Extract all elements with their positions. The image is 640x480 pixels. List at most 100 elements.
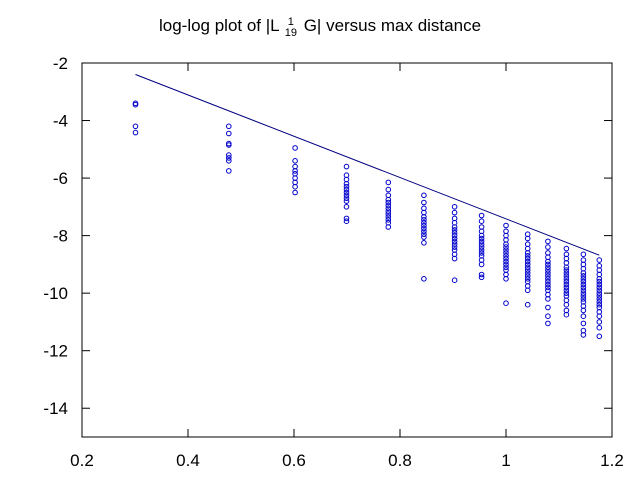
- data-point: [343, 163, 350, 170]
- data-point: [596, 257, 603, 263]
- axis-tick-labels: 0.2 0.4 0.6 0.8 1 1.2 -2 -4 -6 -8 -10 -12 -14: [43, 54, 623, 470]
- data-point: [451, 238, 458, 245]
- data-point: [226, 155, 232, 161]
- data-point: [385, 208, 392, 214]
- data-point: [385, 186, 392, 193]
- data-point: [580, 270, 587, 276]
- chart-title: log-log plot of |L 1 19 G| versus max dis…: [0, 16, 640, 39]
- data-point: [580, 320, 587, 327]
- data-point: [563, 278, 570, 285]
- data-point: [580, 290, 587, 297]
- x-tick-label: 0.4: [176, 451, 200, 470]
- data-point: [226, 130, 232, 137]
- data-point: [226, 152, 232, 158]
- data-point: [596, 299, 603, 305]
- data-point: [503, 276, 509, 282]
- x-tick-label: 0.6: [282, 451, 306, 470]
- chart-title-fraction: 1 19: [285, 17, 297, 39]
- data-point: [503, 250, 509, 256]
- data-point: [343, 198, 350, 204]
- y-tick-label: -2: [53, 54, 68, 73]
- x-tick-label: 1.2: [600, 451, 624, 470]
- data-point: [292, 145, 298, 151]
- data-point: [524, 250, 531, 256]
- data-point: [563, 284, 570, 291]
- data-point: [580, 281, 587, 288]
- data-point: [596, 284, 603, 291]
- data-point: [580, 307, 587, 314]
- data-point: [545, 270, 551, 276]
- data-point: [580, 251, 587, 258]
- y-tick-label: -6: [53, 169, 68, 188]
- data-point: [421, 228, 427, 235]
- data-point: [385, 211, 392, 217]
- data-point: [545, 313, 551, 320]
- data-point: [385, 179, 392, 186]
- data-point: [596, 319, 603, 325]
- data-point: [580, 284, 587, 291]
- data-point: [478, 261, 485, 268]
- data-point: [132, 101, 139, 108]
- data-point: [478, 244, 485, 250]
- data-point: [596, 290, 603, 297]
- data-point: [226, 123, 232, 130]
- data-point: [226, 168, 232, 174]
- data-point: [385, 214, 392, 220]
- data-point: [421, 192, 427, 199]
- data-point: [385, 205, 392, 212]
- data-point: [524, 287, 531, 294]
- data-point: [545, 320, 551, 327]
- data-point: [451, 209, 458, 216]
- data-point: [596, 276, 603, 282]
- data-point: [503, 247, 509, 253]
- data-point: [545, 258, 551, 265]
- data-point: [385, 202, 392, 209]
- data-point: [343, 218, 350, 224]
- data-point: [503, 261, 509, 268]
- y-tick-label: -8: [53, 227, 68, 246]
- data-point: [478, 274, 485, 281]
- data-point: [524, 235, 531, 242]
- data-point: [421, 225, 427, 232]
- data-point: [503, 222, 509, 229]
- data-point: [292, 168, 298, 174]
- bound-line: [135, 74, 600, 256]
- data-point: [580, 296, 587, 302]
- data-point: [421, 217, 427, 223]
- chart-title-sup: 1: [287, 16, 294, 28]
- data-point: [524, 276, 531, 282]
- chart-title-before: log-log plot of |L: [158, 16, 284, 35]
- data-point: [132, 129, 139, 136]
- data-point: [451, 241, 458, 247]
- data-point: [580, 293, 587, 299]
- data-point: [524, 267, 531, 273]
- data-point: [503, 244, 509, 250]
- data-point: [524, 255, 531, 262]
- data-point: [343, 186, 350, 193]
- data-point: [292, 183, 298, 190]
- data-point: [563, 264, 570, 271]
- data-point: [545, 281, 551, 288]
- data-marks: [132, 74, 603, 340]
- data-point: [451, 244, 458, 250]
- data-point: [451, 227, 458, 233]
- data-point: [421, 234, 427, 240]
- data-point: [343, 192, 350, 199]
- data-point: [503, 300, 509, 307]
- data-point: [421, 240, 427, 246]
- data-point: [545, 304, 551, 311]
- data-point: [563, 270, 570, 276]
- data-point: [545, 296, 551, 302]
- data-point: [478, 250, 485, 256]
- chart-title-after: G| versus max distance: [298, 16, 482, 35]
- data-point: [596, 301, 603, 308]
- data-point: [478, 238, 485, 245]
- data-point: [343, 181, 350, 187]
- data-point: [580, 273, 587, 279]
- data-point: [343, 183, 350, 190]
- data-point: [563, 281, 570, 288]
- data-point: [580, 278, 587, 285]
- data-point: [503, 255, 509, 262]
- data-point: [343, 204, 350, 210]
